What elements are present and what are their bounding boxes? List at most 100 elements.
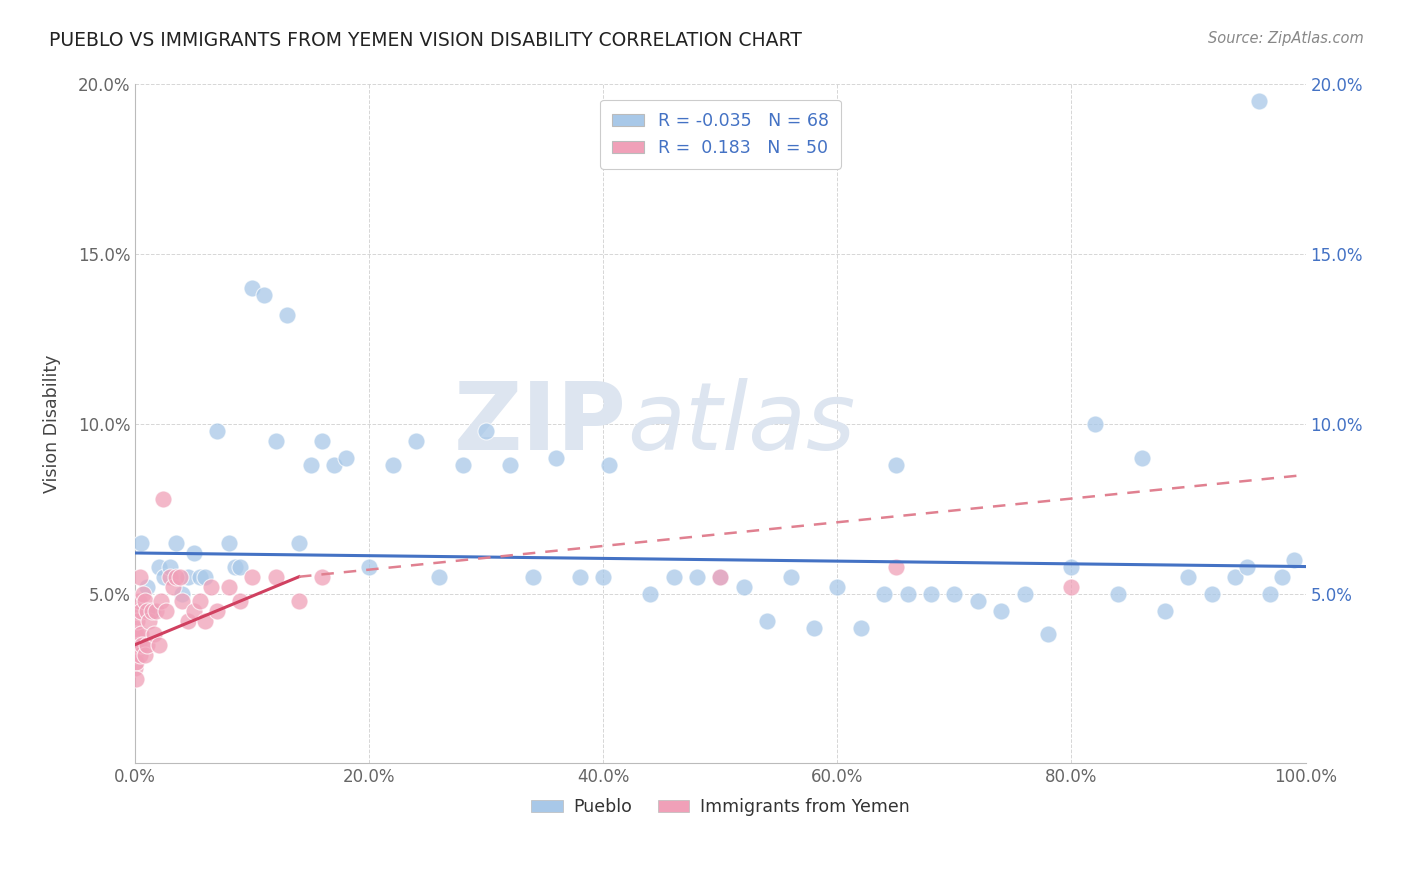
Point [429, 570, 451, 584]
Point [124, 621, 146, 635]
Point [335, 450, 357, 465]
Point [1060, 580, 1083, 594]
Point [134, 593, 156, 607]
Point [188, 570, 211, 584]
Legend: Pueblo, Immigrants from Yemen: Pueblo, Immigrants from Yemen [524, 791, 917, 822]
Point [311, 570, 333, 584]
Text: PUEBLO VS IMMIGRANTS FROM YEMEN VISION DISABILITY CORRELATION CHART: PUEBLO VS IMMIGRANTS FROM YEMEN VISION D… [49, 31, 801, 50]
Point [288, 593, 311, 607]
Point [359, 559, 381, 574]
Point [264, 434, 287, 448]
Point [990, 604, 1012, 618]
Point [135, 604, 157, 618]
Point [733, 580, 755, 594]
Point [240, 281, 263, 295]
Point [884, 458, 907, 472]
Point [124, 648, 146, 662]
Point [1084, 417, 1107, 431]
Point [165, 570, 187, 584]
Point [131, 638, 153, 652]
Point [849, 621, 872, 635]
Point [253, 288, 276, 302]
Point [142, 627, 165, 641]
Point [288, 536, 311, 550]
Point [884, 559, 907, 574]
Point [135, 580, 157, 594]
Point [638, 587, 661, 601]
Point [141, 604, 163, 618]
Point [129, 536, 152, 550]
Point [128, 648, 150, 662]
Point [183, 546, 205, 560]
Point [142, 604, 165, 618]
Point [124, 661, 146, 675]
Point [170, 587, 193, 601]
Point [188, 593, 211, 607]
Point [145, 604, 167, 618]
Point [218, 580, 240, 594]
Point [218, 536, 240, 550]
Point [299, 458, 322, 472]
Point [159, 570, 181, 584]
Point [943, 587, 966, 601]
Point [240, 570, 263, 584]
Point [1107, 587, 1129, 601]
Point [405, 434, 427, 448]
Point [662, 570, 685, 584]
Point [155, 604, 177, 618]
Point [229, 593, 252, 607]
Point [169, 570, 191, 584]
Point [125, 604, 148, 618]
Point [194, 614, 217, 628]
Point [1282, 553, 1305, 567]
Point [1201, 587, 1223, 601]
Point [709, 570, 731, 584]
Point [873, 587, 896, 601]
Point [132, 587, 155, 601]
Point [183, 604, 205, 618]
Point [756, 614, 779, 628]
Point [125, 672, 148, 686]
Point [451, 458, 474, 472]
Point [827, 580, 849, 594]
Point [135, 638, 157, 652]
Point [966, 593, 988, 607]
Y-axis label: Vision Disability: Vision Disability [44, 355, 60, 493]
Point [127, 627, 149, 641]
Point [200, 580, 222, 594]
Point [128, 593, 150, 607]
Point [170, 593, 193, 607]
Text: ZIP: ZIP [454, 378, 627, 470]
Point [598, 458, 620, 472]
Point [148, 638, 170, 652]
Point [224, 559, 246, 574]
Point [498, 458, 520, 472]
Point [1060, 559, 1083, 574]
Point [686, 570, 709, 584]
Point [1260, 587, 1282, 601]
Point [1247, 95, 1270, 109]
Point [475, 424, 498, 438]
Point [138, 614, 160, 628]
Point [546, 450, 568, 465]
Point [522, 570, 544, 584]
Point [803, 621, 825, 635]
Point [1014, 587, 1036, 601]
Point [205, 604, 228, 618]
Point [568, 570, 591, 584]
Point [159, 559, 181, 574]
Point [128, 570, 150, 584]
Point [1271, 570, 1294, 584]
Point [153, 570, 176, 584]
Point [381, 458, 404, 472]
Point [149, 593, 172, 607]
Point [264, 570, 287, 584]
Point [165, 536, 187, 550]
Point [129, 627, 152, 641]
Text: atlas: atlas [627, 378, 855, 469]
Point [779, 570, 801, 584]
Point [152, 491, 174, 506]
Point [1177, 570, 1199, 584]
Point [1225, 570, 1247, 584]
Point [177, 570, 200, 584]
